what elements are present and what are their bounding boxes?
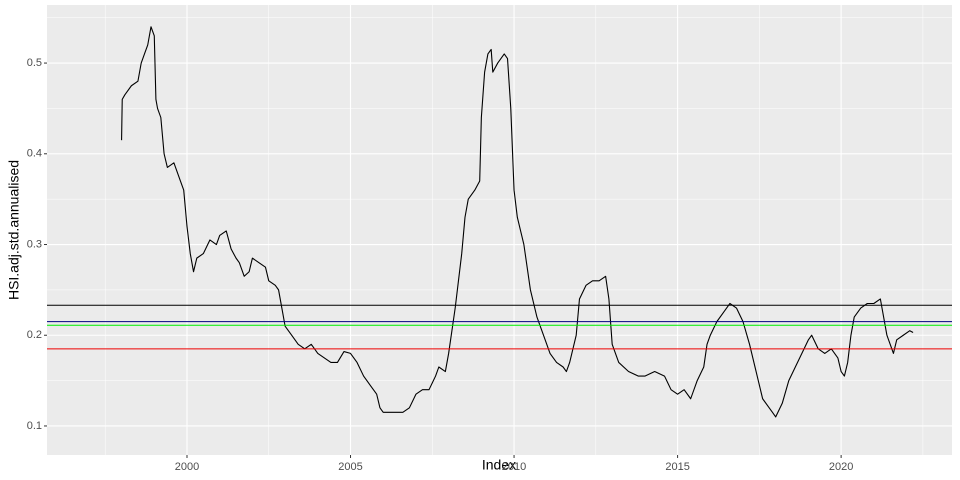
- x-tick-label: 2005: [338, 461, 362, 473]
- y-axis-title: HSI.adj.std.annualised: [6, 160, 22, 300]
- y-tick-label: 0.2: [27, 329, 42, 341]
- x-axis-title: Index: [482, 457, 516, 473]
- panel: [47, 5, 952, 455]
- x-tick-label: 2010: [502, 461, 526, 473]
- x-tick-label: 2015: [665, 461, 689, 473]
- y-tick-label: 0.3: [27, 238, 42, 250]
- data-line: [121, 26, 914, 418]
- x-tick-label: 2000: [175, 461, 199, 473]
- y-tick-label: 0.5: [27, 57, 42, 69]
- x-tick-label: 2020: [829, 461, 853, 473]
- y-tick-label: 0.1: [27, 420, 42, 432]
- y-tick-label: 0.4: [27, 148, 42, 160]
